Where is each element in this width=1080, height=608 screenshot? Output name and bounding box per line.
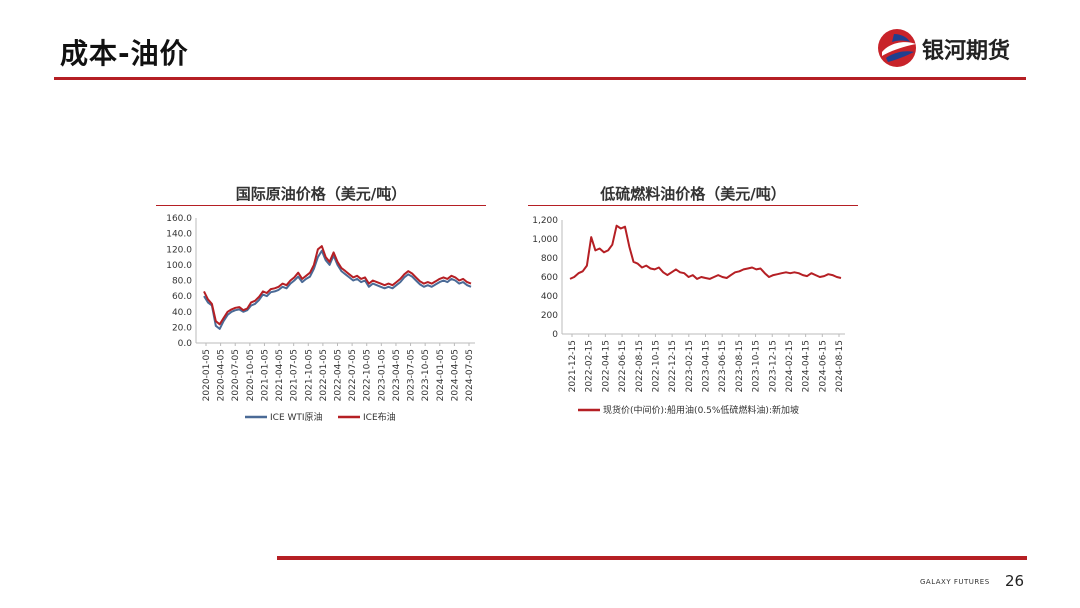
x-tick-label: 2021-12-15 bbox=[568, 340, 578, 392]
x-tick-label: 2023-01-05 bbox=[377, 349, 387, 401]
x-tick-label: 2023-10-15 bbox=[752, 340, 762, 392]
chart-1-title-rule bbox=[156, 205, 486, 206]
company-logo: 银河期货 bbox=[876, 26, 1036, 70]
y-tick-label: 60.0 bbox=[172, 292, 192, 302]
x-tick-label: 2022-04-15 bbox=[601, 340, 611, 392]
x-tick-label: 2023-04-15 bbox=[702, 340, 712, 392]
x-tick-label: 2023-10-05 bbox=[421, 349, 431, 401]
page-number: 26 bbox=[1005, 572, 1025, 590]
y-tick-label: 120.0 bbox=[166, 245, 192, 255]
x-tick-label: 2021-10-05 bbox=[304, 349, 314, 401]
x-tick-label: 2023-12-15 bbox=[768, 340, 778, 392]
x-tick-label: 2022-07-05 bbox=[348, 349, 358, 401]
x-tick-label: 2022-08-15 bbox=[635, 340, 645, 392]
x-tick-label: 2021-04-05 bbox=[275, 349, 285, 401]
x-tick-label: 2020-07-05 bbox=[231, 349, 241, 401]
chart-2-title: 低硫燃料油价格（美元/吨） bbox=[600, 185, 786, 203]
x-tick-label: 2023-02-15 bbox=[685, 340, 695, 392]
galaxy-logo-icon bbox=[878, 29, 916, 67]
x-tick-label: 2023-06-15 bbox=[718, 340, 728, 392]
x-tick-label: 2022-04-05 bbox=[334, 349, 344, 401]
y-tick-label: 100.0 bbox=[166, 261, 192, 271]
x-tick-label: 2024-07-05 bbox=[465, 349, 475, 401]
y-tick-label: 40.0 bbox=[172, 308, 192, 318]
lsfo-price-chart: 0 200 400 600 800 1,000 1,200 2021-12-15 2022-0… bbox=[532, 216, 845, 416]
y-tick-label: 80.0 bbox=[172, 277, 192, 287]
chart-1-title: 国际原油价格（美元/吨） bbox=[235, 185, 407, 203]
y-tick-label: 600 bbox=[541, 273, 558, 283]
chart-1-legend: ICE WTI原油 ICE布油 bbox=[245, 411, 396, 423]
x-tick-label: 2022-06-15 bbox=[618, 340, 628, 392]
x-tick-label: 2022-12-15 bbox=[668, 340, 678, 392]
x-tick-label: 2021-01-05 bbox=[260, 349, 270, 401]
y-tick-label: 200 bbox=[541, 311, 558, 321]
x-tick-label: 2022-10-05 bbox=[363, 349, 373, 401]
footer-brand: GALAXY FUTURES bbox=[920, 578, 990, 586]
y-tick-label: 800 bbox=[541, 254, 558, 264]
series-line-0 bbox=[203, 249, 472, 330]
y-tick-label: 160.0 bbox=[166, 214, 192, 224]
x-tick-label: 2024-06-15 bbox=[818, 340, 828, 392]
y-tick-label: 140.0 bbox=[166, 230, 192, 240]
series-line-0 bbox=[569, 224, 842, 280]
footer-divider bbox=[277, 556, 1027, 560]
legend-label-wti: ICE WTI原油 bbox=[270, 411, 323, 423]
x-tick-label: 2022-02-15 bbox=[585, 340, 595, 392]
legend-label-lsfo: 现货价(中间价):船用油(0.5%低硫燃料油):新加坡 bbox=[603, 404, 799, 416]
x-tick-label: 2020-10-05 bbox=[246, 349, 256, 401]
chart-2-title-rule bbox=[528, 205, 858, 206]
chart-2-legend: 现货价(中间价):船用油(0.5%低硫燃料油):新加坡 bbox=[578, 404, 799, 416]
x-tick-label: 2024-08-15 bbox=[835, 340, 845, 392]
x-tick-label: 2022-10-15 bbox=[651, 340, 661, 392]
x-tick-label: 2023-08-15 bbox=[735, 340, 745, 392]
x-tick-label: 2023-07-05 bbox=[407, 349, 417, 401]
y-tick-label: 0 bbox=[552, 330, 558, 340]
y-tick-label: 1,200 bbox=[532, 216, 558, 226]
crude-oil-price-chart: 0.020.040.060.080.0100.0120.0140.0160.0 … bbox=[166, 214, 475, 423]
legend-label-brent: ICE布油 bbox=[363, 411, 396, 423]
y-tick-label: 400 bbox=[541, 292, 558, 302]
y-tick-label: 1,000 bbox=[532, 235, 558, 245]
x-tick-label: 2024-01-05 bbox=[436, 349, 446, 401]
page-title: 成本-油价 bbox=[60, 37, 189, 70]
x-tick-label: 2020-04-05 bbox=[217, 349, 227, 401]
x-tick-label: 2020-01-05 bbox=[202, 349, 212, 401]
x-tick-label: 2021-07-05 bbox=[290, 349, 300, 401]
x-tick-label: 2024-04-05 bbox=[450, 349, 460, 401]
y-tick-label: 0.0 bbox=[178, 339, 193, 349]
x-tick-label: 2024-02-15 bbox=[785, 340, 795, 392]
x-tick-label: 2022-01-05 bbox=[319, 349, 329, 401]
logo-text: 银河期货 bbox=[922, 39, 1011, 64]
series-line-1 bbox=[203, 245, 472, 326]
x-tick-label: 2023-04-05 bbox=[392, 349, 402, 401]
x-tick-label: 2024-04-15 bbox=[802, 340, 812, 392]
y-tick-label: 20.0 bbox=[172, 323, 192, 333]
header-divider bbox=[54, 77, 1026, 80]
